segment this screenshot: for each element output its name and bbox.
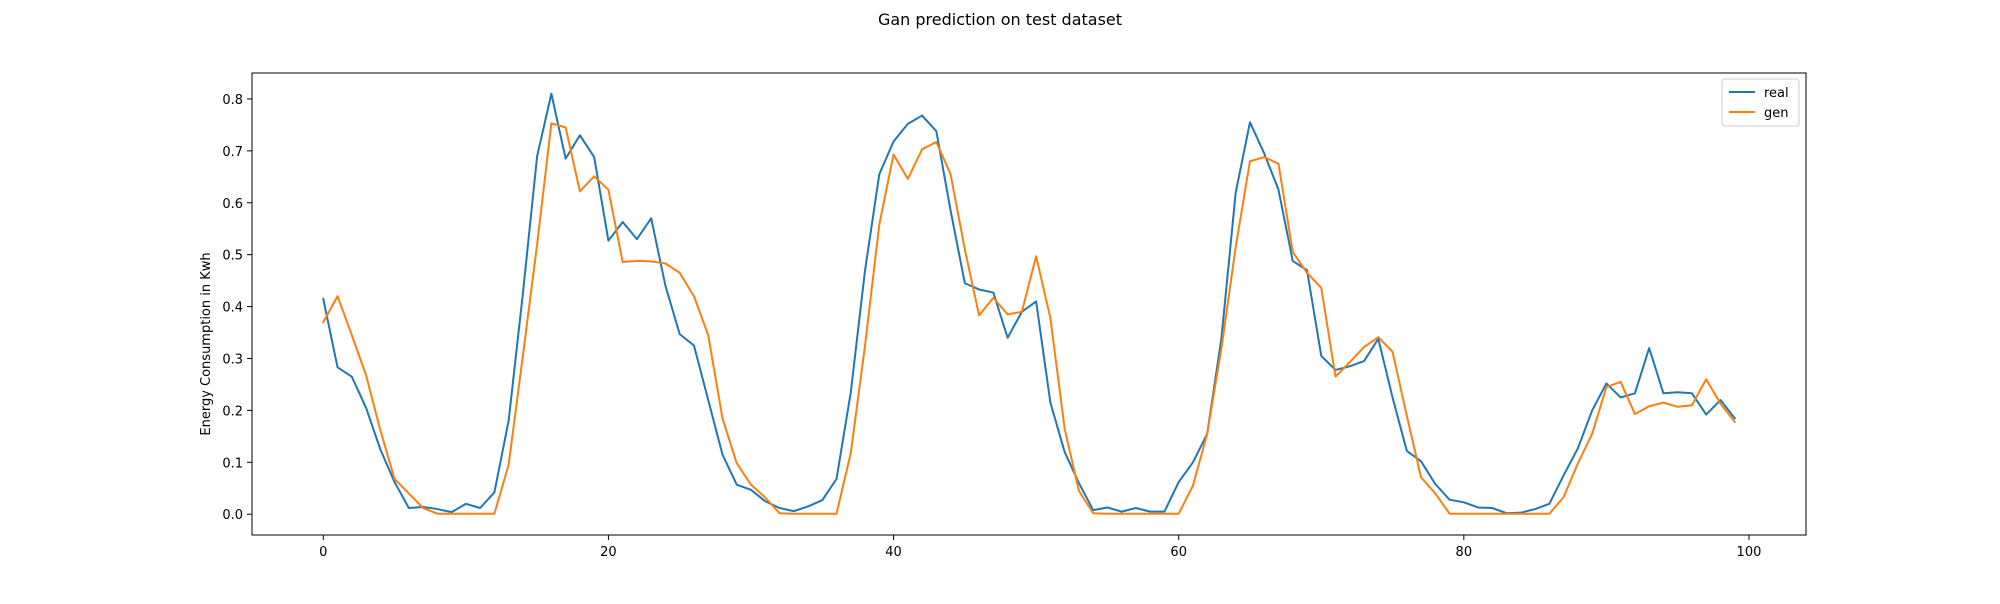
y-tick-label: 0.7 — [222, 145, 243, 160]
x-tick-label: 80 — [1456, 545, 1473, 560]
y-tick-label: 0.8 — [222, 93, 243, 108]
plot-frame — [251, 72, 1807, 536]
y-axis-label: Energy Consumption in Kwh — [199, 252, 214, 435]
y-tick-label: 0.2 — [222, 404, 243, 419]
legend-label-gen: gen — [1764, 106, 1789, 121]
series-line-gen — [321, 122, 1737, 515]
x-tick-label: 100 — [1737, 545, 1762, 560]
y-tick-label: 0.4 — [222, 301, 243, 316]
x-tick-label: 0 — [319, 545, 327, 560]
chart-title: Gan prediction on test dataset — [878, 10, 1122, 29]
y-tick-label: 0.5 — [222, 249, 243, 264]
series-line-real — [322, 92, 1737, 515]
y-tick-label: 0.6 — [222, 197, 243, 212]
x-tick-label: 40 — [885, 545, 902, 560]
y-tick-label: 0.0 — [222, 508, 243, 523]
legend-box — [1721, 78, 1800, 127]
legend-label-real: real — [1764, 86, 1789, 101]
y-tick-label: 0.1 — [222, 456, 243, 471]
x-tick-label: 20 — [600, 545, 617, 560]
y-tick-label: 0.3 — [222, 353, 243, 368]
x-tick-label: 60 — [1170, 545, 1187, 560]
